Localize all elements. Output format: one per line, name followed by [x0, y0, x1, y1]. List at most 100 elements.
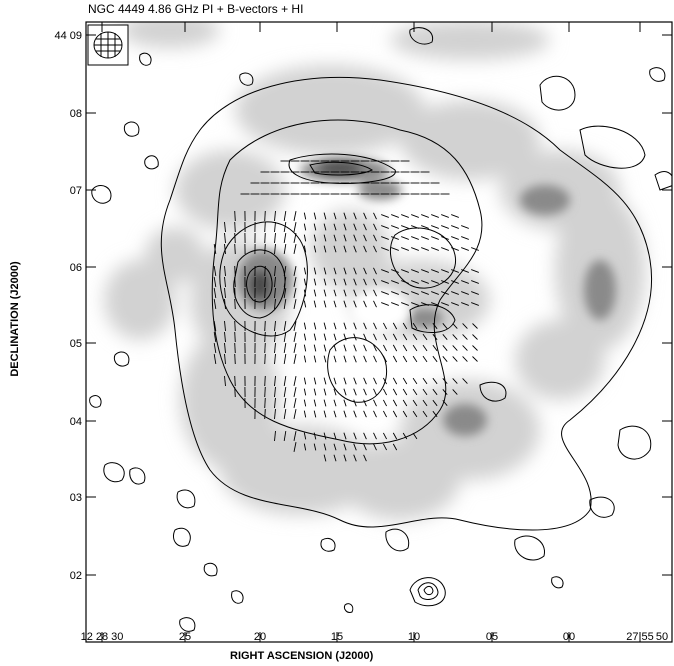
- b-vector: [421, 214, 429, 218]
- b-vector: [373, 212, 377, 220]
- b-vector: [274, 232, 276, 244]
- b-vector: [441, 225, 449, 229]
- b-vector: [363, 355, 367, 363]
- b-vector: [381, 225, 389, 229]
- b-vector: [213, 266, 217, 276]
- b-vector: [303, 432, 307, 440]
- b-vector: [343, 344, 347, 352]
- b-vector: [313, 278, 317, 286]
- b-vector: [234, 298, 236, 310]
- b-vector: [402, 410, 408, 418]
- b-vector: [343, 388, 347, 396]
- b-vector: [381, 247, 389, 251]
- b-vector: [401, 225, 409, 229]
- b-vector: [421, 269, 429, 273]
- b-vector: [323, 223, 327, 231]
- b-vector: [461, 280, 469, 284]
- b-vector: [303, 245, 307, 253]
- b-vector: [313, 388, 317, 396]
- b-vector: [343, 223, 347, 231]
- b-vector: [213, 354, 217, 364]
- b-vector: [441, 214, 449, 218]
- b-vector: [441, 280, 449, 284]
- b-vector: [353, 223, 357, 231]
- b-vector: [392, 333, 398, 341]
- b-vector: [422, 333, 428, 341]
- b-vector: [373, 278, 377, 286]
- b-vector: [303, 278, 307, 286]
- b-vector: [431, 280, 439, 284]
- b-vector: [333, 333, 337, 341]
- b-vector: [274, 287, 276, 299]
- b-vector: [381, 280, 389, 284]
- b-vector: [323, 300, 327, 308]
- b-vector: [313, 333, 317, 341]
- y-tick-label: 06: [70, 262, 82, 274]
- b-vector: [303, 300, 307, 308]
- b-vector: [383, 410, 387, 418]
- b-vector: [293, 431, 297, 441]
- b-vector: [373, 443, 377, 451]
- b-vector: [412, 377, 418, 385]
- b-vector: [392, 443, 398, 451]
- b-vector: [343, 355, 347, 363]
- b-vector: [353, 300, 357, 308]
- x-tick-label: 50: [656, 631, 668, 643]
- b-vector: [333, 289, 337, 297]
- b-vector: [363, 300, 367, 308]
- b-vector: [323, 278, 327, 286]
- b-vector: [213, 277, 217, 287]
- b-vector: [274, 298, 276, 310]
- b-vector: [343, 454, 347, 462]
- b-vector: [303, 344, 307, 352]
- b-vector: [264, 375, 266, 387]
- b-vector: [462, 334, 468, 340]
- b-vector: [373, 432, 377, 440]
- b-vector: [422, 355, 428, 363]
- b-vector: [343, 300, 347, 308]
- b-vector: [303, 355, 307, 363]
- b-vector: [323, 443, 327, 451]
- b-vector: [411, 236, 419, 240]
- y-tick-label: 02: [70, 570, 82, 582]
- b-vector: [412, 388, 418, 396]
- x-tick-label: 00: [563, 631, 575, 643]
- b-vector: [391, 269, 399, 273]
- b-vector: [303, 267, 307, 275]
- b-vector: [274, 221, 276, 233]
- b-vector: [411, 269, 419, 273]
- b-vector: [411, 302, 419, 306]
- b-vector: [411, 214, 419, 218]
- b-vector: [224, 221, 226, 233]
- b-vector: [391, 236, 399, 240]
- b-vector: [224, 276, 226, 288]
- b-vector: [431, 225, 439, 229]
- b-vector: [274, 408, 276, 420]
- b-vector: [402, 399, 408, 407]
- b-vector: [392, 410, 398, 418]
- b-vector: [213, 299, 217, 309]
- b-vector: [353, 344, 357, 352]
- b-vector: [224, 342, 226, 354]
- b-vector: [213, 288, 217, 298]
- b-vector: [343, 410, 347, 418]
- b-vector: [431, 247, 439, 251]
- b-vector: [283, 354, 287, 364]
- b-vector: [373, 344, 377, 352]
- b-vector: [333, 300, 337, 308]
- b-vector: [313, 410, 317, 418]
- b-vector: [391, 247, 399, 251]
- b-vector: [293, 409, 297, 419]
- b-vector: [381, 236, 389, 240]
- b-vector: [402, 355, 408, 363]
- b-vector: [422, 344, 428, 352]
- b-vector: [392, 344, 398, 352]
- x-tick-labels: 12 28 30 25 20 15 10 05 00 27 55 50: [81, 631, 669, 643]
- b-vector: [283, 222, 287, 232]
- b-vector: [313, 267, 317, 275]
- b-vector: [451, 280, 459, 284]
- b-vector: [373, 410, 377, 418]
- b-vector: [343, 234, 347, 242]
- b-vector: [293, 222, 297, 232]
- b-vector: [462, 356, 468, 362]
